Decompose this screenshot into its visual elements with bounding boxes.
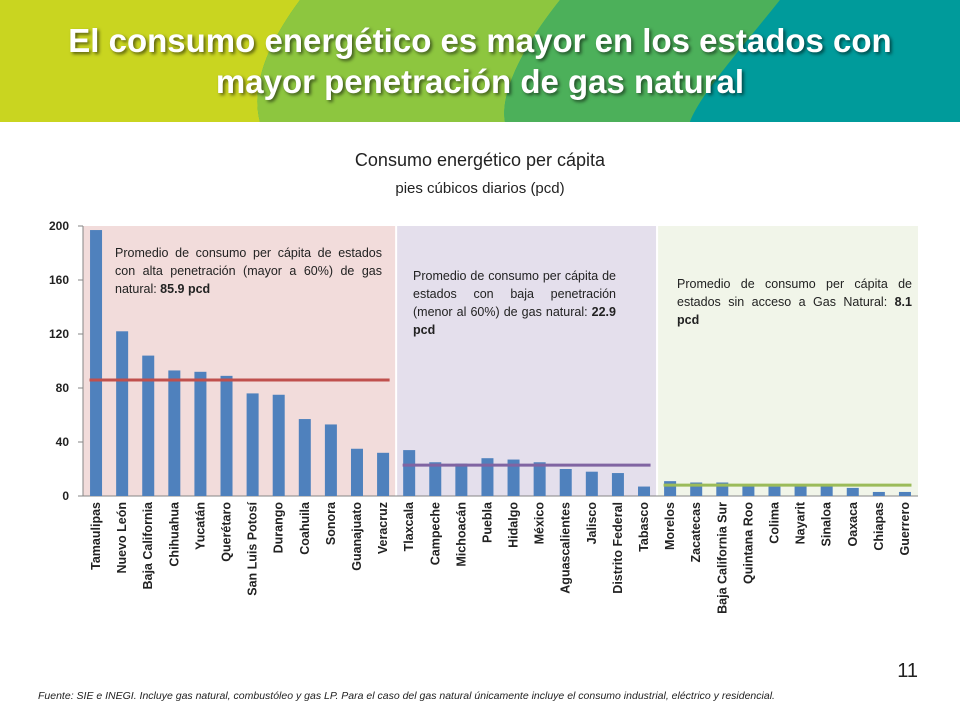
bar-3 <box>168 370 181 496</box>
x-tick-label-1: Nuevo León <box>115 502 129 574</box>
x-tick-label-12: Tlaxcala <box>402 501 416 551</box>
bar-27 <box>794 485 807 496</box>
bar-14 <box>455 463 468 496</box>
bar-chart: Consumo energético per cápita pies cúbico… <box>49 150 918 614</box>
x-tick-label-9: Sonora <box>324 501 338 545</box>
x-tick-label-8: Coahuila <box>298 501 312 555</box>
group-background-sin-acceso <box>657 226 918 496</box>
banner-band-green <box>504 0 780 122</box>
x-tick-label-15: Puebla <box>480 501 494 543</box>
x-tick-label-23: Zacatecas <box>689 502 703 563</box>
average-note-text: Promedio de consumo per cápita de estado… <box>677 277 912 309</box>
chart-subtitle: pies cúbicos diarios (pcd) <box>395 180 564 197</box>
banner-band-lightgreen <box>257 0 560 122</box>
y-tick-label-80: 80 <box>56 381 70 395</box>
banner-background <box>0 0 960 122</box>
bar-9 <box>324 424 337 496</box>
x-tick-label-10: Guanajuato <box>350 502 364 571</box>
bar-30 <box>872 491 885 496</box>
bar-6 <box>246 393 259 496</box>
banner-band-yellow <box>0 0 300 122</box>
x-tick-label-22: Morelos <box>663 502 677 550</box>
bar-2 <box>142 355 155 496</box>
page-number: 11 <box>897 660 918 682</box>
x-tick-label-11: Veracruz <box>376 502 390 554</box>
slide-title-line-2: mayor penetración de gas natural <box>215 63 745 100</box>
x-tick-label-19: Jalisco <box>585 502 599 545</box>
bar-5 <box>220 375 233 496</box>
average-note-value: 8.1 pcd <box>677 295 912 327</box>
x-tick-label-16: Hidalgo <box>507 502 521 548</box>
average-note-text: Promedio de consumo per cápita de estado… <box>413 269 616 319</box>
bar-26 <box>768 486 781 496</box>
bar-29 <box>846 487 859 496</box>
x-tick-label-17: México <box>533 502 547 545</box>
average-note-alta: Promedio de consumo per cápita de estado… <box>115 246 382 296</box>
x-tick-label-18: Aguascalientes <box>559 502 573 594</box>
x-tick-label-26: Colima <box>767 501 781 544</box>
chart-title: Consumo energético per cápita <box>355 150 606 170</box>
average-note-value: 85.9 pcd <box>160 282 211 296</box>
bar-12 <box>403 450 416 496</box>
bar-25 <box>742 485 755 496</box>
average-note-value: 22.9 pcd <box>413 305 616 337</box>
banner-band-teal <box>690 0 960 122</box>
bar-11 <box>377 452 390 496</box>
bar-31 <box>898 491 911 496</box>
x-tick-label-5: Querétaro <box>220 502 234 562</box>
y-tick-label-160: 160 <box>49 273 69 287</box>
bar-0 <box>90 230 103 497</box>
x-tick-label-3: Chihuahua <box>167 501 181 567</box>
average-note-baja: Promedio de consumo per cápita de estado… <box>413 269 616 337</box>
bar-22 <box>664 481 677 496</box>
bar-13 <box>429 462 442 496</box>
x-tick-label-30: Chiapas <box>872 502 886 551</box>
bar-4 <box>194 371 207 496</box>
x-tick-label-24: Baja California Sur <box>715 502 729 614</box>
x-tick-label-28: Sinaloa <box>820 501 834 547</box>
title-banner: El consumo energético es mayor en los es… <box>0 0 960 122</box>
bar-1 <box>116 331 129 496</box>
y-tick-label-120: 120 <box>49 327 69 341</box>
bar-10 <box>350 448 363 496</box>
x-tick-label-25: Quintana Roo <box>741 502 755 584</box>
x-tick-label-2: Baja California <box>141 501 155 590</box>
bar-16 <box>507 459 520 496</box>
bar-20 <box>611 473 624 496</box>
x-tick-label-7: Durango <box>272 502 286 554</box>
bar-28 <box>820 485 833 496</box>
group-background-alta <box>83 226 397 496</box>
y-tick-label-200: 200 <box>49 219 69 233</box>
x-tick-label-31: Guerrero <box>898 502 912 556</box>
x-tick-label-14: Michoacán <box>454 502 468 567</box>
y-tick-label-40: 40 <box>56 435 70 449</box>
x-tick-label-0: Tamaulipas <box>89 502 103 570</box>
slide-title-line-1: El consumo energético es mayor en los es… <box>68 22 892 59</box>
average-note-text: Promedio de consumo per cápita de estado… <box>115 246 382 296</box>
y-tick-label-0: 0 <box>62 489 69 503</box>
source-footnote: Fuente: SIE e INEGI. Incluye gas natural… <box>38 690 775 702</box>
average-note-sin-acceso: Promedio de consumo per cápita de estado… <box>677 277 912 327</box>
x-tick-label-21: Tabasco <box>637 502 651 552</box>
x-tick-label-4: Yucatán <box>193 502 207 550</box>
x-tick-label-6: San Luis Potosí <box>246 501 260 595</box>
bar-17 <box>533 462 546 496</box>
bar-7 <box>272 394 285 496</box>
group-background-baja <box>396 226 658 496</box>
bar-15 <box>481 458 494 496</box>
bar-19 <box>585 471 598 496</box>
bar-21 <box>638 486 651 496</box>
x-tick-label-13: Campeche <box>428 502 442 565</box>
x-tick-label-29: Oaxaca <box>846 501 860 547</box>
bar-8 <box>298 419 311 496</box>
x-tick-label-27: Nayarit <box>794 501 808 544</box>
bar-18 <box>559 469 572 496</box>
x-tick-label-20: Distrito Federal <box>611 502 625 594</box>
